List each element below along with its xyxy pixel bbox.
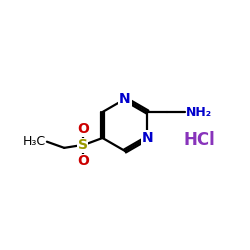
Text: S: S: [78, 138, 88, 152]
Text: O: O: [77, 154, 89, 168]
Text: N: N: [119, 92, 131, 106]
Text: N: N: [142, 131, 153, 145]
Text: NH₂: NH₂: [186, 106, 212, 118]
Text: HCl: HCl: [183, 131, 215, 149]
Text: O: O: [77, 122, 89, 136]
Text: H₃C: H₃C: [23, 135, 46, 148]
